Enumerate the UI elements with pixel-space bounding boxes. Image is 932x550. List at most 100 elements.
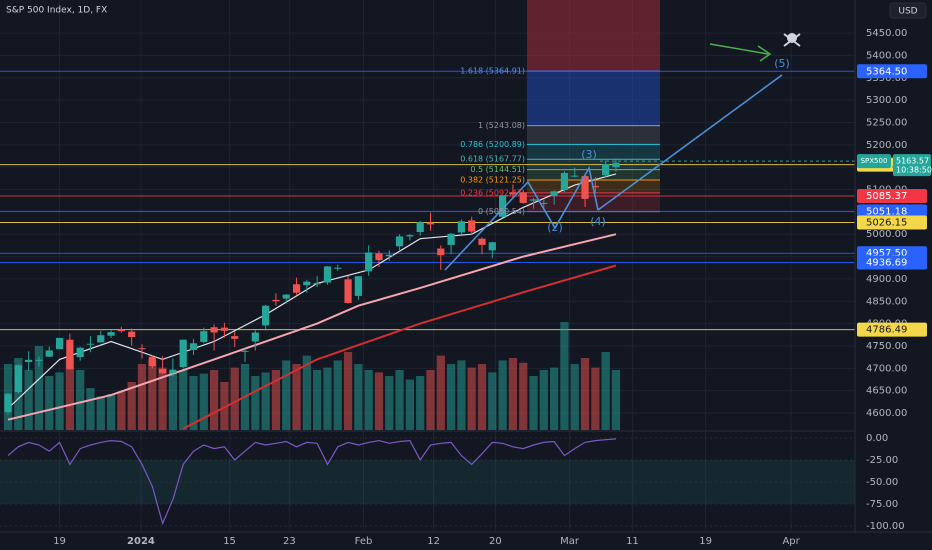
candle-body	[251, 332, 259, 342]
volume-bar	[426, 370, 435, 430]
wave-labels: (2) (3) (4) (5)	[547, 57, 790, 234]
price-tag-label: 4786.49	[866, 325, 907, 336]
volume-bar	[457, 360, 466, 430]
x-tick-label: Apr	[782, 536, 800, 547]
countdown: 10:38:50	[896, 166, 932, 175]
fib-label: 0.786 (5200.89)	[460, 140, 525, 149]
candles	[4, 158, 620, 415]
fib-label: 0.618 (5167.77)	[460, 155, 525, 164]
volume-bar	[86, 388, 95, 430]
volume-bar	[374, 372, 384, 430]
volume-bar	[313, 370, 322, 430]
volume-bar	[271, 370, 281, 430]
volume-bar	[343, 352, 353, 430]
wave-label: (5)	[774, 57, 790, 70]
volume-bar	[385, 376, 394, 430]
candle-body	[365, 252, 373, 272]
x-tick-label: 19	[53, 536, 66, 547]
volume-bar	[488, 372, 497, 430]
chart-title: S&P 500 Index, 1D, FX	[6, 6, 107, 16]
volume-bar	[611, 370, 621, 430]
candle-body	[200, 331, 208, 342]
oscillator-band	[0, 460, 855, 505]
y-tick-label: 4650.00	[866, 386, 907, 397]
candle-body	[231, 336, 239, 339]
volume-bar	[364, 370, 373, 430]
y-tick-label: 5450.00	[866, 28, 907, 39]
price-tag	[857, 189, 927, 204]
candle-body	[406, 235, 414, 237]
fib-zone	[527, 169, 660, 181]
candle-body	[478, 238, 486, 245]
volume-bar	[354, 364, 363, 430]
candle-body	[25, 359, 33, 363]
price-tag-label: 4957.50	[866, 248, 907, 259]
candle-body	[612, 162, 620, 168]
y-tick-label: 5250.00	[866, 117, 907, 128]
oscillator-tick-label: -100.00	[866, 521, 905, 532]
candle-body	[128, 331, 136, 338]
fib-label: 0.5 (5144.51)	[470, 165, 525, 174]
volume-bar	[529, 376, 538, 430]
volume-bar	[519, 362, 528, 430]
x-tick-label: Mar	[560, 536, 580, 547]
currency-button[interactable]	[889, 2, 927, 19]
skull-icon	[783, 33, 801, 47]
volume-bar	[601, 352, 610, 430]
volume-bar	[24, 370, 33, 430]
price-tag-label: 5026.15	[866, 218, 907, 229]
y-tick-label: 5400.00	[866, 50, 907, 61]
candle-body	[158, 369, 167, 374]
volume-bar	[106, 394, 116, 430]
volume-bar	[333, 360, 342, 430]
symbol-tag	[857, 154, 891, 169]
volume-bar	[395, 370, 404, 430]
candle-body	[148, 356, 156, 367]
candle-body	[529, 199, 538, 201]
arrow-shaft	[709, 43, 769, 55]
volume-bar	[550, 367, 559, 430]
oscillator-tick-label: -25.00	[866, 455, 898, 466]
y-tick-label: 5300.00	[866, 95, 907, 106]
fib-zone	[527, 125, 660, 145]
volume-bar	[96, 396, 105, 430]
price-tag-label: 5085.37	[866, 191, 907, 202]
candle-body	[468, 220, 476, 232]
candle-body	[179, 339, 187, 367]
oscillator-tick-label: 0.00	[866, 433, 888, 444]
volume-bar	[34, 346, 44, 430]
candle-body	[426, 222, 435, 225]
currency-label[interactable]: USD	[898, 7, 917, 17]
moving-average	[182, 264, 617, 430]
volume-bar	[261, 372, 270, 430]
volume-bar	[570, 364, 579, 430]
candle-body	[76, 347, 84, 358]
price-tag-label: 4936.69	[866, 258, 907, 269]
volume-bar	[189, 376, 198, 430]
volume-bar	[251, 376, 260, 430]
volume-bar	[168, 372, 178, 430]
candle-body	[334, 267, 342, 269]
candle-body	[241, 350, 249, 352]
wave-drawing	[444, 74, 783, 271]
candle-body	[519, 192, 527, 203]
oscillator	[0, 437, 855, 527]
price-tag-label: 5051.18	[866, 206, 907, 217]
candle-body	[292, 284, 301, 293]
volume-bar	[539, 370, 548, 430]
candle-body	[385, 254, 393, 257]
y-tick-label: 4750.00	[866, 341, 907, 352]
fib-label: 1 (5243.08)	[478, 121, 525, 130]
fib-labels: 1.618 (5364.91) 1 (5243.08) 0.786 (5200.89…	[460, 67, 525, 217]
candle-body	[591, 185, 599, 188]
fib-label: 0.236 (5092.47)	[460, 188, 525, 197]
x-tick-label: 15	[223, 536, 236, 547]
price-tag	[857, 322, 927, 337]
fib-zone	[527, 0, 660, 72]
candle-body	[550, 191, 558, 196]
volume-bar	[416, 376, 425, 430]
oscillator-line	[7, 438, 617, 526]
candle-body	[138, 348, 146, 350]
candle-body	[35, 359, 43, 361]
fib-zone	[527, 192, 660, 212]
